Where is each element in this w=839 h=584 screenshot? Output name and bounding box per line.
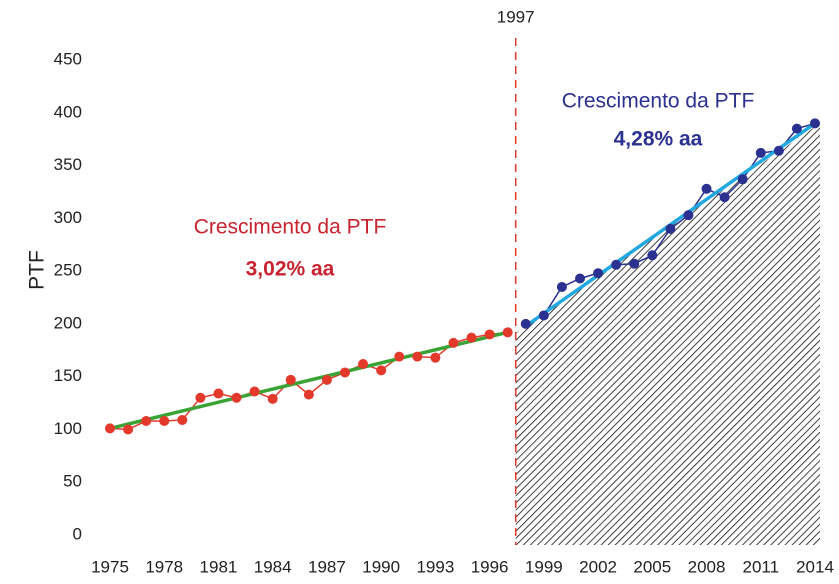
y-tick-label: 0 — [73, 524, 82, 543]
y-tick-label: 350 — [54, 155, 82, 174]
data-point — [430, 352, 441, 363]
x-tick-label: 2005 — [633, 557, 671, 576]
data-point — [556, 281, 567, 292]
data-point — [358, 359, 369, 369]
data-point — [484, 329, 495, 340]
data-point — [575, 273, 585, 284]
hatched-area — [515, 123, 820, 545]
data-point — [665, 223, 676, 234]
data-point — [538, 310, 549, 321]
data-point — [448, 337, 459, 348]
data-point — [285, 374, 296, 385]
data-point — [303, 389, 314, 400]
data-point — [141, 416, 152, 426]
data-point — [629, 258, 640, 269]
data-point — [123, 424, 134, 435]
data-point — [267, 393, 278, 404]
y-axis-label: PTF — [26, 250, 49, 290]
x-tick-label: 1999 — [525, 557, 563, 576]
x-tick-label: 1981 — [200, 557, 238, 576]
x-tick-label: 1978 — [145, 557, 183, 576]
x-tick-label: 1993 — [416, 557, 454, 576]
trend-line — [109, 330, 509, 431]
annotation: Crescimento da PTF — [562, 90, 755, 113]
y-tick-label: 400 — [54, 102, 82, 121]
data-point — [719, 192, 730, 203]
x-tick-label: 2008 — [688, 557, 726, 576]
data-point — [231, 392, 242, 403]
data-point — [755, 147, 766, 158]
data-point — [105, 423, 115, 434]
x-tick-label: 1987 — [308, 557, 346, 576]
y-tick-label: 450 — [54, 49, 82, 68]
x-tick-label: 2011 — [742, 557, 779, 576]
data-point — [683, 210, 694, 221]
data-point — [502, 327, 513, 338]
data-point — [701, 183, 712, 194]
y-tick-label: 200 — [54, 313, 82, 332]
y-tick-label: 100 — [54, 419, 82, 438]
x-tick-label: 2014 — [796, 557, 834, 576]
data-point — [249, 386, 260, 397]
y-tick-label: 300 — [54, 208, 82, 227]
y-tick-label: 150 — [54, 366, 82, 385]
data-point — [791, 123, 802, 134]
data-point — [321, 374, 332, 385]
data-point — [611, 259, 622, 270]
data-point — [340, 367, 350, 378]
data-point — [394, 351, 405, 362]
annotation: 4,28% aa — [614, 128, 703, 151]
data-point — [520, 318, 531, 329]
annotation: Crescimento da PTF — [194, 216, 387, 239]
x-tick-label: 1984 — [254, 557, 292, 576]
y-tick-label: 50 — [63, 472, 82, 491]
x-tick-label: 1975 — [91, 557, 129, 576]
data-point — [177, 414, 188, 425]
divider-label: 1997 — [497, 7, 535, 26]
data-point — [647, 250, 658, 261]
data-point — [213, 388, 224, 399]
data-point — [593, 268, 604, 279]
data-point — [376, 365, 387, 376]
data-point — [195, 392, 206, 403]
data-point — [466, 332, 477, 343]
y-tick-label: 250 — [54, 261, 82, 280]
data-point — [810, 118, 820, 129]
annotation: 3,02% aa — [246, 258, 335, 281]
x-tick-label: 1996 — [471, 557, 509, 576]
data-point — [737, 174, 748, 185]
data-point — [412, 351, 423, 362]
data-point — [773, 145, 784, 156]
x-tick-label: 2002 — [579, 557, 617, 576]
data-point — [159, 416, 170, 426]
x-tick-label: 1990 — [362, 557, 400, 576]
